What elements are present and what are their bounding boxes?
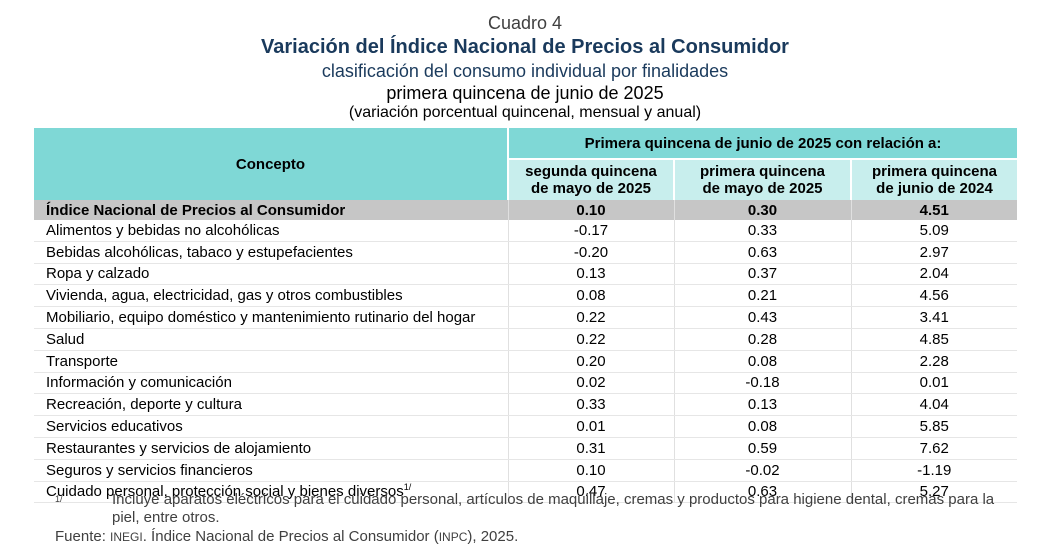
cell-annual: 3.41 bbox=[851, 306, 1018, 329]
period-label: primera quincena de junio de 2025 bbox=[386, 83, 664, 103]
cell-biweekly: 0.01 bbox=[508, 415, 675, 438]
concept-header: Concepto bbox=[34, 128, 509, 200]
col-header-monthly-line1: primera quincena bbox=[699, 163, 826, 180]
cell-monthly: 0.13 bbox=[674, 393, 852, 417]
cell-monthly: 0.63 bbox=[674, 241, 852, 264]
row-label: Alimentos y bebidas no alcohólicas bbox=[34, 220, 509, 242]
col-header-biweekly-line2: de mayo de 2025 bbox=[530, 180, 652, 197]
col-header-monthly: primera quincena de mayo de 2025 bbox=[673, 159, 851, 200]
cell-annual: 4.04 bbox=[851, 393, 1018, 417]
cell-annual: 2.28 bbox=[851, 350, 1018, 373]
row-label: Índice Nacional de Precios al Consumidor bbox=[34, 200, 509, 220]
footnote-text: Incluye aparatos eléctricos para el cuid… bbox=[112, 491, 995, 526]
cell-annual: 4.51 bbox=[851, 200, 1018, 220]
table-row: Alimentos y bebidas no alcohólicas -0.17… bbox=[34, 220, 1018, 242]
cell-biweekly: 0.20 bbox=[508, 350, 675, 373]
table-number: Cuadro 4 bbox=[487, 13, 563, 33]
row-label-with-footnote: Cuidado personal, protección social y bi… bbox=[34, 481, 509, 504]
cell-annual: 4.85 bbox=[851, 328, 1018, 351]
row-label: Bebidas alcohólicas, tabaco y estupefaci… bbox=[34, 241, 509, 264]
cell-monthly: -0.02 bbox=[674, 459, 852, 482]
title-block: Cuadro 4 Variación del Índice Nacional d… bbox=[0, 12, 1050, 122]
table-row: Salud 0.22 0.28 4.85 bbox=[34, 328, 1018, 351]
cell-biweekly: 0.02 bbox=[508, 372, 675, 395]
cell-monthly: 0.30 bbox=[674, 200, 852, 220]
footnote-ref: 1/ bbox=[403, 482, 412, 493]
units-label: (variación porcentual quincenal, mensual… bbox=[348, 104, 702, 121]
cell-biweekly: -0.17 bbox=[508, 220, 675, 242]
group-header: Primera quincena de junio de 2025 con re… bbox=[508, 128, 1018, 160]
row-label: Mobiliario, equipo doméstico y mantenimi… bbox=[34, 306, 509, 329]
cell-annual: 5.09 bbox=[851, 220, 1018, 242]
row-label: Servicios educativos bbox=[34, 415, 509, 438]
table-row: Restaurantes y servicios de alojamiento … bbox=[34, 437, 1018, 460]
row-label: Información y comunicación bbox=[34, 372, 509, 395]
table-row: Mobiliario, equipo doméstico y mantenimi… bbox=[34, 306, 1018, 329]
cell-monthly: 0.43 bbox=[674, 306, 852, 329]
table-row: Servicios educativos 0.01 0.08 5.85 bbox=[34, 415, 1018, 438]
cell-biweekly: 0.47 bbox=[508, 481, 675, 504]
cell-monthly: 0.21 bbox=[674, 284, 852, 308]
cell-annual: -1.19 bbox=[851, 459, 1018, 482]
table-row: Información y comunicación 0.02 -0.18 0.… bbox=[34, 372, 1018, 395]
cell-monthly: 0.08 bbox=[674, 350, 852, 373]
cell-annual: 2.04 bbox=[851, 263, 1018, 286]
table-row-total: Índice Nacional de Precios al Consumidor… bbox=[34, 200, 1018, 220]
row-label: Vivienda, agua, electricidad, gas y otro… bbox=[34, 284, 509, 308]
table-row: Recreación, deporte y cultura 0.33 0.13 … bbox=[34, 393, 1018, 417]
col-header-biweekly-line1: segunda quincena bbox=[525, 163, 657, 180]
cell-biweekly: 0.22 bbox=[508, 306, 675, 329]
cell-biweekly: 0.10 bbox=[508, 459, 675, 482]
row-label: Seguros y servicios financieros bbox=[34, 459, 509, 482]
col-header-annual-line2: de junio de 2024 bbox=[876, 180, 993, 197]
page-title: Variación del Índice Nacional de Precios… bbox=[261, 36, 789, 58]
cell-monthly: 0.59 bbox=[674, 437, 852, 460]
cell-biweekly: 0.22 bbox=[508, 328, 675, 351]
cell-biweekly: 0.08 bbox=[508, 284, 675, 308]
cell-biweekly: 0.33 bbox=[508, 393, 675, 417]
cell-monthly: 0.08 bbox=[674, 415, 852, 438]
source-label: Fuente: bbox=[55, 528, 106, 545]
table-row: Bebidas alcohólicas, tabaco y estupefaci… bbox=[34, 241, 1018, 264]
col-header-monthly-line2: de mayo de 2025 bbox=[702, 180, 823, 197]
row-label: Ropa y calzado bbox=[34, 263, 509, 286]
table-row: Transporte 0.20 0.08 2.28 bbox=[34, 350, 1018, 373]
row-label: Restaurantes y servicios de alojamiento bbox=[34, 437, 509, 460]
cell-biweekly: 0.31 bbox=[508, 437, 675, 460]
cell-annual: 4.56 bbox=[851, 284, 1018, 308]
col-header-biweekly: segunda quincena de mayo de 2025 bbox=[508, 159, 674, 200]
cell-monthly: 0.33 bbox=[674, 220, 852, 242]
cell-monthly: 0.63 bbox=[674, 481, 852, 504]
cell-annual: 2.97 bbox=[851, 241, 1018, 264]
cell-annual: 7.62 bbox=[851, 437, 1018, 460]
table-row: Ropa y calzado 0.13 0.37 2.04 bbox=[34, 263, 1018, 286]
source-abbr: INPC bbox=[438, 530, 468, 544]
col-header-annual-line1: primera quincena bbox=[871, 163, 998, 180]
cell-biweekly: -0.20 bbox=[508, 241, 675, 264]
col-header-annual: primera quincena de junio de 2024 bbox=[849, 159, 1018, 200]
cell-annual: 5.27 bbox=[851, 481, 1018, 504]
footnote: 1/ Incluye aparatos eléctricos para el c… bbox=[55, 491, 1017, 527]
cell-monthly: 0.28 bbox=[674, 328, 852, 351]
row-label: Recreación, deporte y cultura bbox=[34, 393, 509, 417]
cell-biweekly: 0.13 bbox=[508, 263, 675, 286]
source-org: INEGI bbox=[110, 530, 143, 544]
inpc-table: Concepto Primera quincena de junio de 20… bbox=[34, 128, 1018, 504]
source-text: . Índice Nacional de Precios al Consumid… bbox=[142, 528, 439, 545]
source-note: Fuente: INEGI. Índice Nacional de Precio… bbox=[55, 528, 518, 545]
table-row: Cuidado personal, protección social y bi… bbox=[34, 481, 1018, 504]
row-label: Transporte bbox=[34, 350, 509, 373]
cell-biweekly: 0.10 bbox=[508, 200, 675, 220]
cell-annual: 5.85 bbox=[851, 415, 1018, 438]
table-row: Seguros y servicios financieros 0.10 -0.… bbox=[34, 459, 1018, 482]
cell-monthly: -0.18 bbox=[674, 372, 852, 395]
cell-monthly: 0.37 bbox=[674, 263, 852, 286]
row-label: Cuidado personal, protección social y bi… bbox=[46, 483, 404, 501]
footnote-mark: 1/ bbox=[55, 494, 63, 504]
table-row: Vivienda, agua, electricidad, gas y otro… bbox=[34, 284, 1018, 308]
row-label: Salud bbox=[34, 328, 509, 351]
cell-annual: 0.01 bbox=[851, 372, 1018, 395]
page-subtitle: clasificación del consumo individual por… bbox=[321, 61, 729, 81]
source-year: ), 2025. bbox=[467, 528, 519, 545]
